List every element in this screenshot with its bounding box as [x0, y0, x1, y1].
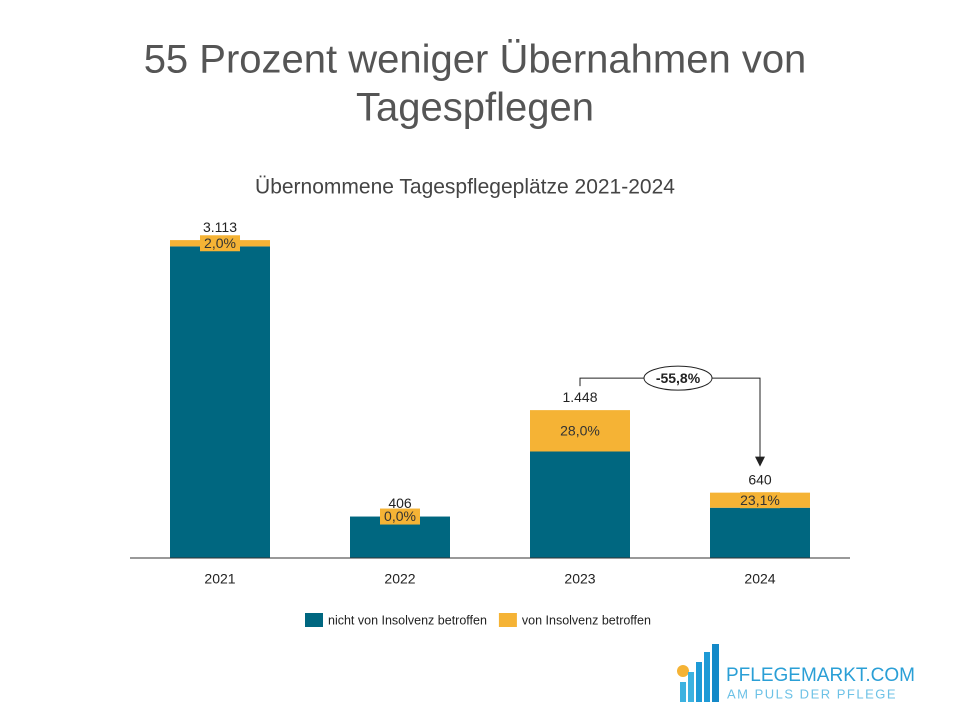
- share-label-box: [380, 508, 420, 525]
- bar-segment: [170, 246, 270, 559]
- x-tick-label: 2021: [204, 571, 235, 587]
- legend-swatch: [305, 613, 323, 627]
- share-label-box: [740, 492, 780, 509]
- total-label: 640: [748, 471, 772, 487]
- chart-title-line2: Tagespflegen: [356, 86, 594, 130]
- total-label: 1.448: [562, 389, 597, 405]
- bar-segment: [710, 507, 810, 558]
- logo-tagline: AM PULS DER PFLEGE: [727, 686, 897, 701]
- legend-label: von Insolvenz betroffen: [522, 613, 651, 627]
- total-label: 406: [388, 495, 412, 511]
- chart-title: 55 Prozent weniger Übernahmen von: [144, 38, 807, 82]
- x-tick-label: 2023: [564, 571, 595, 587]
- annotation-arrowhead: [755, 456, 765, 467]
- annotation-ellipse: [643, 365, 713, 391]
- share-label-box: [200, 235, 240, 252]
- chart-subtitle: Übernommene Tagespflegeplätze 2021-2024: [255, 176, 675, 199]
- legend-swatch: [498, 613, 517, 627]
- legend-label: nicht von Insolvenz betroffen: [328, 613, 487, 627]
- x-tick-label: 2024: [744, 571, 775, 587]
- annotation: -55,8%: [656, 370, 701, 386]
- bar-segment: [530, 410, 630, 452]
- x-tick-label: 2022: [384, 571, 415, 587]
- bar-segment: [530, 451, 630, 558]
- total-label: 3.113: [203, 219, 237, 235]
- share-label: 2,0%: [204, 235, 236, 251]
- share-label: 0,0%: [384, 508, 416, 524]
- share-label: 28,0%: [560, 423, 600, 439]
- logo-icon: [677, 644, 719, 702]
- share-label: 23,1%: [740, 492, 780, 508]
- logo-name: PFLEGEMARKT.COM: [726, 665, 915, 686]
